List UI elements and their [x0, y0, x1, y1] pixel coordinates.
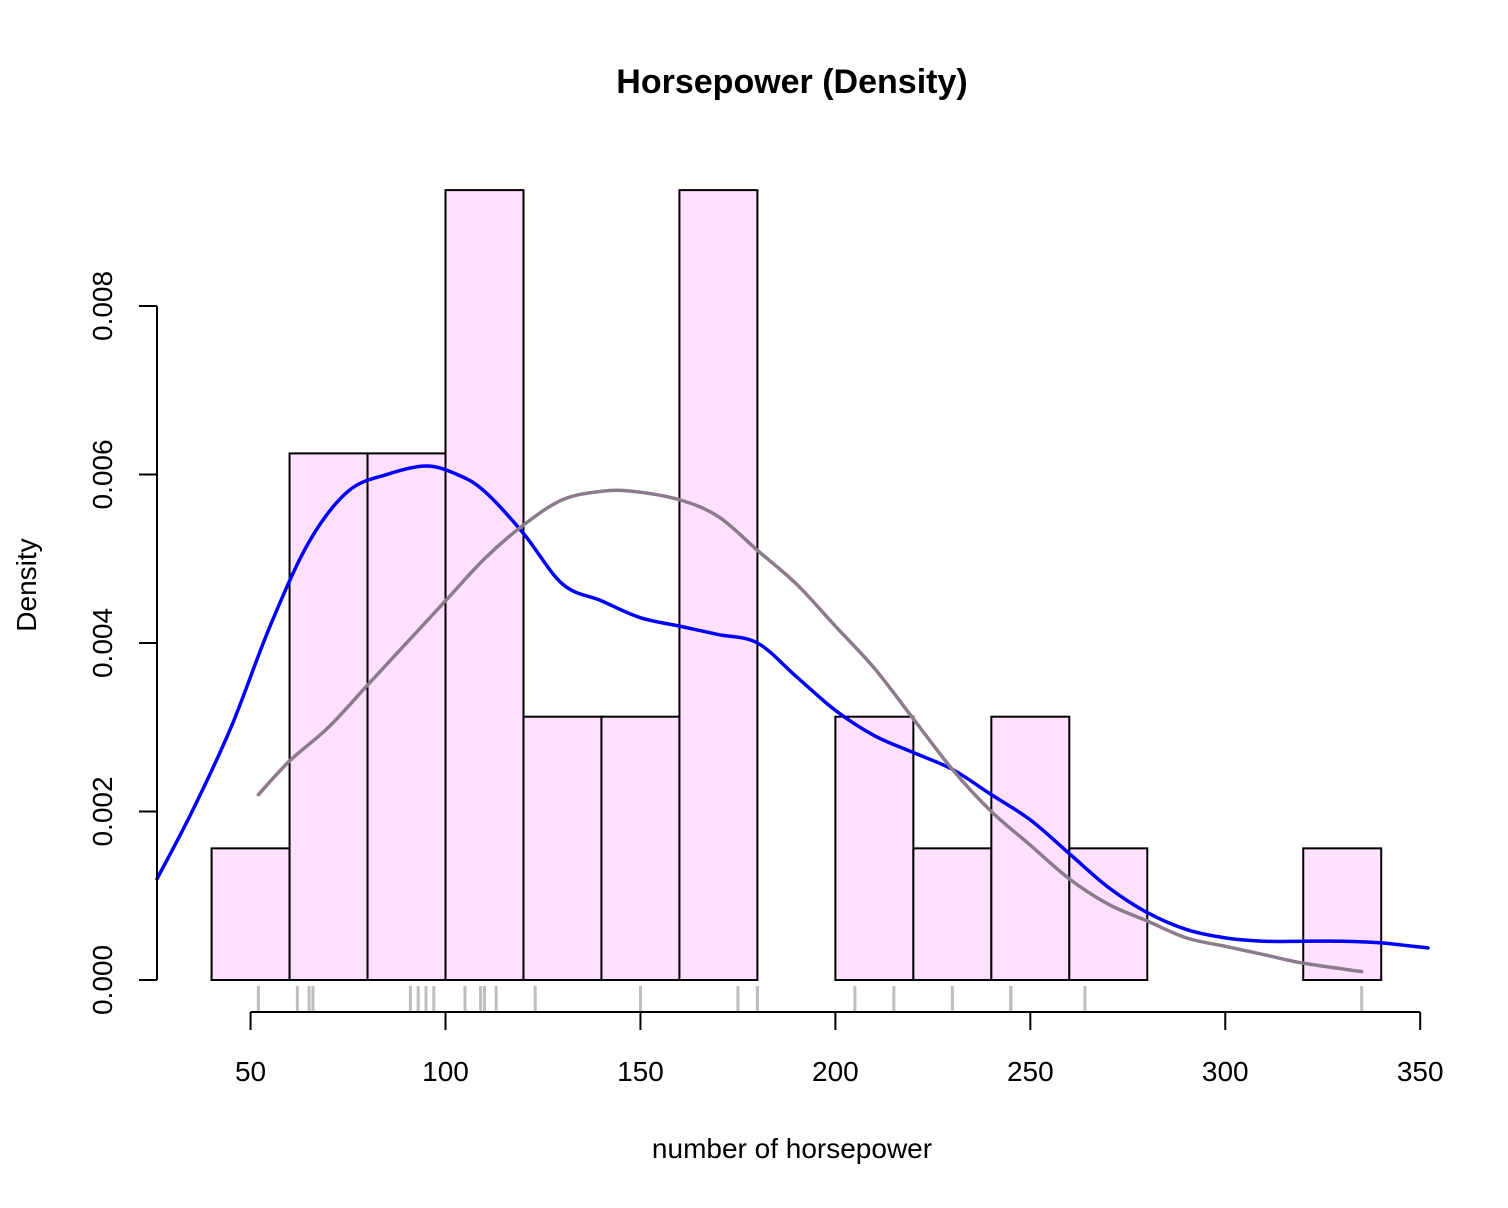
- histogram-bar: [210, 847, 291, 982]
- x-tick-label: 50: [235, 1056, 266, 1087]
- y-tick-label: 0.000: [87, 945, 118, 1015]
- x-tick-label: 150: [617, 1056, 664, 1087]
- histogram-bar: [990, 715, 1071, 982]
- x-tick-label: 100: [422, 1056, 469, 1087]
- x-tick-label: 350: [1397, 1056, 1444, 1087]
- density-curves: [155, 464, 1430, 974]
- histogram-bar: [444, 189, 525, 981]
- histogram-bar: [1068, 847, 1149, 982]
- x-axis: 50 100 150 200 250 300 350: [235, 1011, 1444, 1087]
- histogram-bar: [522, 715, 603, 982]
- normal-density-curve: [256, 488, 1364, 974]
- histogram-bar: [366, 452, 447, 982]
- histogram-bar: [678, 189, 759, 981]
- histogram-bar: [288, 452, 369, 982]
- histogram-bar: [1302, 847, 1383, 982]
- y-axis: 0.000 0.002 0.004 0.006 0.008: [87, 271, 158, 1015]
- histogram-bar: [600, 715, 681, 982]
- kernel-density-curve: [155, 464, 1430, 950]
- x-axis-label: number of horsepower: [652, 1133, 932, 1164]
- x-tick-label: 300: [1202, 1056, 1249, 1087]
- chart-title: Horsepower (Density): [616, 63, 967, 101]
- y-tick-label: 0.006: [87, 439, 118, 509]
- x-tick-label: 250: [1007, 1056, 1054, 1087]
- y-tick-label: 0.004: [87, 608, 118, 678]
- histogram-bar: [834, 715, 915, 982]
- y-tick-label: 0.008: [87, 271, 118, 341]
- y-tick-label: 0.002: [87, 776, 118, 846]
- x-tick-label: 200: [812, 1056, 859, 1087]
- y-axis-label: Density: [11, 538, 42, 631]
- rug-marks: [256, 986, 1364, 1012]
- histogram-bar: [912, 847, 993, 982]
